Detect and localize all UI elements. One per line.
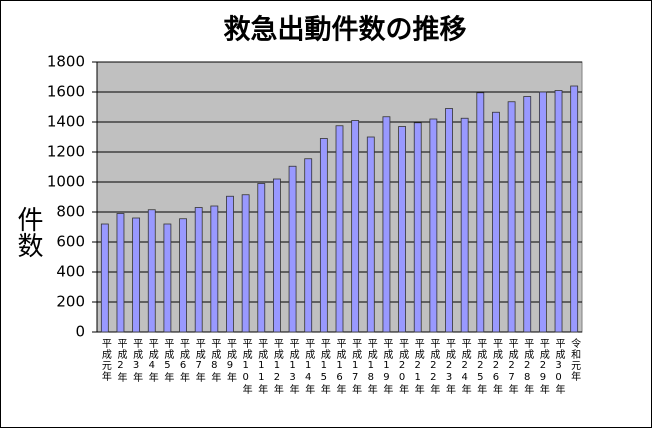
- y-tick-label: 1000: [47, 173, 85, 191]
- x-tick-label: 平成22年: [428, 338, 440, 395]
- x-tick-label: 平成24年: [459, 338, 471, 395]
- x-tick-label: 平成3年: [131, 338, 143, 383]
- x-tick-label: 平成13年: [287, 338, 299, 395]
- bar: [116, 213, 125, 333]
- y-tick-label: 0: [75, 323, 85, 341]
- y-tick-label: 1400: [47, 113, 85, 131]
- bar: [523, 96, 532, 333]
- x-tick-label: 平成29年: [537, 338, 549, 395]
- x-tick-label: 平成12年: [271, 338, 283, 395]
- bar: [554, 90, 563, 333]
- x-tick-label: 平成14年: [303, 338, 315, 395]
- bar: [382, 116, 391, 333]
- bar: [445, 108, 453, 333]
- bar: [460, 117, 469, 333]
- bar: [147, 209, 156, 333]
- x-tick-label: 平成6年: [178, 338, 190, 383]
- bar: [366, 136, 375, 333]
- bar: [319, 138, 328, 333]
- x-tick-label: 平成19年: [381, 338, 393, 395]
- x-tick-label: 平成8年: [209, 338, 221, 383]
- bar: [570, 85, 579, 333]
- x-tick-label: 平成元年: [99, 338, 111, 382]
- x-tick-label: 平成17年: [350, 338, 362, 395]
- y-tick-label: 600: [56, 233, 85, 251]
- y-axis-label: 件数: [13, 206, 43, 258]
- x-tick-label: 平成9年: [224, 338, 236, 383]
- x-tick-label: 平成25年: [475, 338, 487, 395]
- x-tick-label: 平成30年: [553, 338, 565, 395]
- bar: [226, 195, 234, 333]
- bar: [304, 158, 313, 333]
- x-tick-label: 平成28年: [522, 338, 534, 395]
- x-tick-label: 平成23年: [444, 338, 456, 395]
- x-tick-label: 平成7年: [193, 338, 205, 383]
- x-tick-label: 平成26年: [490, 338, 502, 395]
- bar: [241, 194, 250, 333]
- bar: [100, 223, 109, 333]
- y-tick-label: 1800: [47, 53, 85, 71]
- bar: [476, 92, 485, 333]
- bar: [335, 125, 344, 333]
- bar: [210, 205, 219, 333]
- x-tick-label: 平成18年: [365, 338, 377, 395]
- bar: [507, 101, 516, 333]
- x-tick-label: 平成2年: [115, 338, 127, 383]
- x-tick-label: 平成11年: [256, 338, 268, 395]
- x-tick-label: 平成4年: [146, 338, 158, 383]
- x-tick-label: 平成20年: [397, 338, 409, 395]
- x-tick-label: 平成10年: [240, 338, 252, 395]
- bar: [132, 217, 141, 333]
- bar: [351, 120, 360, 333]
- bar: [398, 126, 406, 333]
- bar: [163, 223, 172, 333]
- y-tick-label: 200: [56, 293, 85, 311]
- y-tick-label: 400: [56, 263, 85, 281]
- x-tick-label: 平成15年: [318, 338, 330, 395]
- bar: [413, 122, 422, 333]
- chart-title: 救急出動件数の推移: [224, 14, 467, 46]
- y-tick-label: 1600: [47, 83, 85, 101]
- x-tick-label: 平成16年: [334, 338, 346, 395]
- x-tick-label: 平成21年: [412, 338, 424, 395]
- bar: [288, 165, 297, 333]
- bar: [257, 183, 266, 333]
- bar: [429, 118, 438, 333]
- x-tick-label: 平成27年: [506, 338, 518, 395]
- y-tick-label: 800: [56, 203, 85, 221]
- bar: [194, 207, 203, 333]
- bar: [179, 218, 187, 333]
- x-tick-label: 平成5年: [162, 338, 174, 383]
- x-tick-label: 令和元年: [569, 337, 581, 382]
- y-tick-label: 1200: [47, 143, 85, 161]
- bar: [492, 111, 500, 333]
- bar: [273, 178, 281, 333]
- bar: [538, 91, 547, 333]
